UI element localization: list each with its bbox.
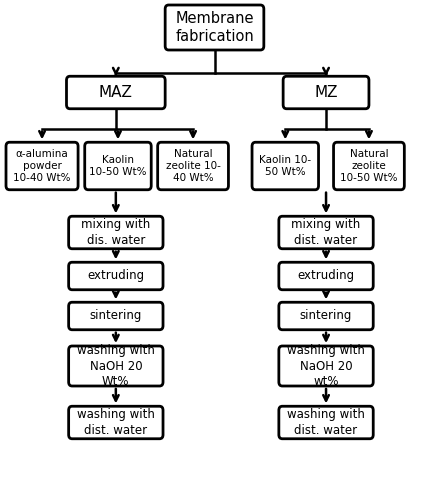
Text: Natural
zeolite 10-
40 Wt%: Natural zeolite 10- 40 Wt% <box>166 149 221 183</box>
Text: sintering: sintering <box>90 310 142 322</box>
Text: washing with
NaOH 20
Wt%: washing with NaOH 20 Wt% <box>77 344 155 388</box>
FancyBboxPatch shape <box>279 406 373 439</box>
FancyBboxPatch shape <box>279 216 373 248</box>
FancyBboxPatch shape <box>279 262 373 290</box>
FancyBboxPatch shape <box>158 142 228 190</box>
FancyBboxPatch shape <box>69 346 163 386</box>
FancyBboxPatch shape <box>165 5 264 50</box>
Text: Natural
zeolite
10-50 Wt%: Natural zeolite 10-50 Wt% <box>340 149 398 183</box>
FancyBboxPatch shape <box>69 262 163 290</box>
Text: washing with
NaOH 20
wt%: washing with NaOH 20 wt% <box>287 344 365 388</box>
FancyBboxPatch shape <box>252 142 318 190</box>
Text: extruding: extruding <box>87 270 145 282</box>
Text: Kaolin
10-50 Wt%: Kaolin 10-50 Wt% <box>89 155 147 177</box>
FancyBboxPatch shape <box>66 76 165 109</box>
Text: Kaolin 10-
50 Wt%: Kaolin 10- 50 Wt% <box>259 155 311 177</box>
FancyBboxPatch shape <box>85 142 151 190</box>
Text: sintering: sintering <box>300 310 352 322</box>
Text: mixing with
dis. water: mixing with dis. water <box>81 218 151 246</box>
Text: washing with
dist. water: washing with dist. water <box>287 408 365 437</box>
Text: α-alumina
powder
10-40 Wt%: α-alumina powder 10-40 Wt% <box>13 149 71 183</box>
Text: mixing with
dist. water: mixing with dist. water <box>291 218 361 246</box>
Text: MAZ: MAZ <box>99 85 133 100</box>
FancyBboxPatch shape <box>6 142 78 190</box>
FancyBboxPatch shape <box>69 302 163 330</box>
Text: washing with
dist. water: washing with dist. water <box>77 408 155 437</box>
FancyBboxPatch shape <box>334 142 404 190</box>
FancyBboxPatch shape <box>283 76 369 109</box>
FancyBboxPatch shape <box>69 216 163 248</box>
Text: MZ: MZ <box>314 85 338 100</box>
Text: extruding: extruding <box>297 270 355 282</box>
FancyBboxPatch shape <box>279 302 373 330</box>
FancyBboxPatch shape <box>279 346 373 386</box>
Text: Membrane
fabrication: Membrane fabrication <box>175 11 254 44</box>
FancyBboxPatch shape <box>69 406 163 439</box>
